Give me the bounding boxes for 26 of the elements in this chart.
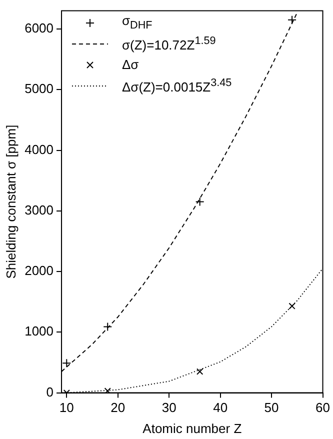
point (288, 15, 297, 24)
x-tick-label: 30 (162, 400, 176, 416)
y-tick-label: 2000 (24, 263, 54, 278)
y-tick-label: 1000 (24, 324, 54, 339)
point (288, 302, 296, 310)
y-tick-label: 5000 (24, 81, 54, 96)
x-tick-label: 20 (110, 400, 126, 416)
point (195, 197, 204, 206)
y-tick-label: 6000 (24, 20, 54, 36)
x-tick-label: 50 (264, 400, 279, 416)
legend-label: Δσ(Z)=0.0015Z$^{3.45}$ (122, 76, 232, 94)
point (104, 388, 111, 393)
y-tick-label: 0 (46, 384, 54, 400)
legend-label: Δσ (122, 57, 139, 72)
y-tick-label: 4000 (24, 142, 54, 157)
point (196, 368, 204, 375)
x-tick-label: 60 (316, 400, 330, 416)
x-tick-label: 40 (213, 400, 228, 416)
y-axis-title: Shielding constant σ [ppm] (3, 124, 18, 279)
x-axis-title: Atomic number Z (142, 420, 242, 436)
y-tick-label: 3000 (24, 202, 54, 218)
x-tick-label: 10 (59, 400, 74, 416)
legend-label: σ(Z)=10.72Z$^{1.59}$ (122, 34, 216, 52)
legend-label: σ$_{DHF}$ (122, 13, 152, 32)
point (62, 358, 72, 368)
point (103, 322, 112, 332)
